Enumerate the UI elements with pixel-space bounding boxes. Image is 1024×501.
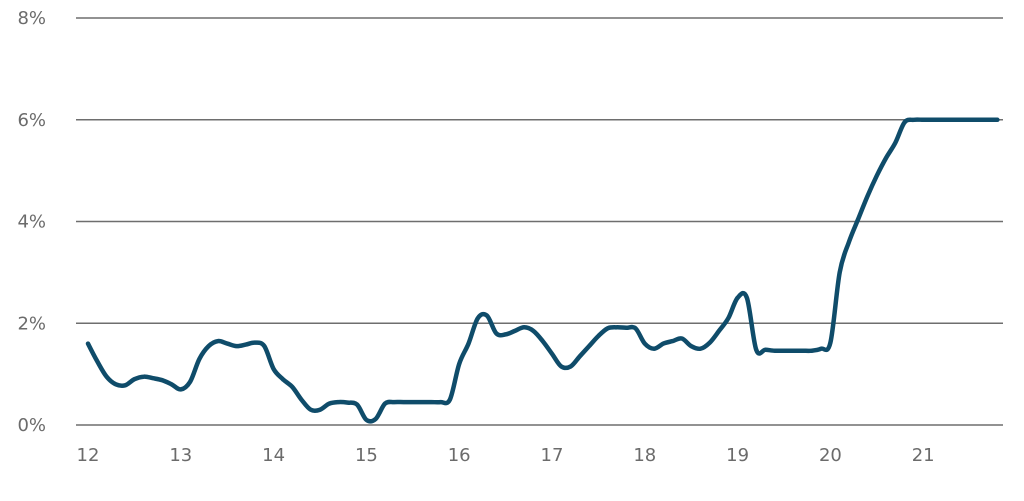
x-tick-label: 16 <box>448 445 471 466</box>
y-tick-label: 2% <box>17 313 46 334</box>
x-axis-tick-labels: 12 13 14 15 16 17 18 19 20 21 <box>77 445 935 466</box>
x-tick-label: 19 <box>726 445 749 466</box>
x-tick-label: 12 <box>77 445 100 466</box>
x-tick-label: 18 <box>633 445 656 466</box>
x-tick-label: 14 <box>262 445 285 466</box>
series-line-0 <box>85 117 1000 424</box>
y-axis-tick-labels: 0% 2% 4% 6% 8% <box>17 8 46 436</box>
gridlines <box>76 17 1003 426</box>
y-tick-label: 8% <box>17 8 46 29</box>
x-tick-label: 17 <box>541 445 564 466</box>
x-tick-label: 20 <box>819 445 842 466</box>
x-tick-label: 13 <box>169 445 192 466</box>
y-tick-label: 0% <box>17 415 46 436</box>
x-tick-label: 15 <box>355 445 378 466</box>
x-tick-label: 21 <box>912 445 935 466</box>
y-tick-label: 4% <box>17 212 46 233</box>
series-lines <box>85 117 1000 424</box>
y-tick-label: 6% <box>17 110 46 131</box>
